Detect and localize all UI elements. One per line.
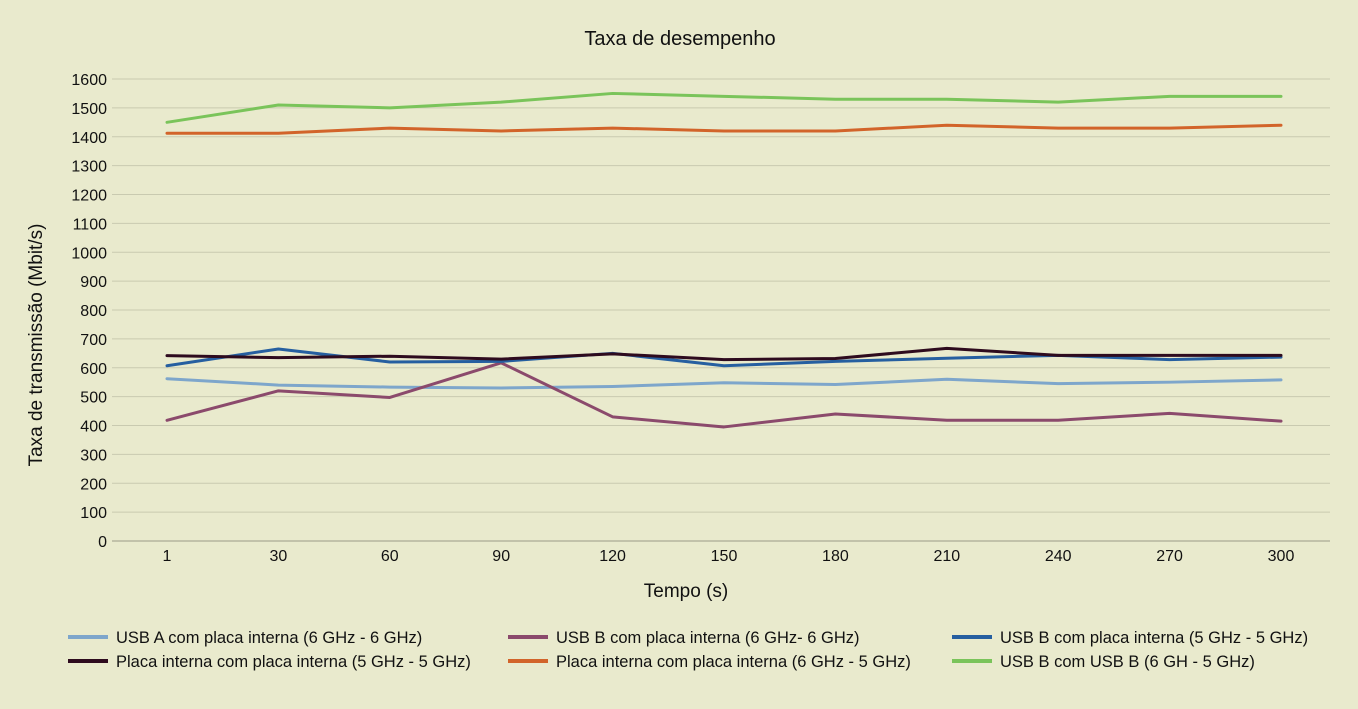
y-tick-label: 1600 xyxy=(71,72,107,89)
series-line-4 xyxy=(165,346,1283,362)
y-tick-label: 400 xyxy=(80,419,107,436)
y-tick-label: 600 xyxy=(80,361,107,378)
x-tick-label: 1 xyxy=(163,548,172,565)
x-axis-ticks: 1 30 60 90 120 150 180 210 240 270 300 xyxy=(163,548,1295,565)
y-tick-label: 900 xyxy=(80,274,107,291)
x-tick-label: 210 xyxy=(933,548,960,565)
y-tick-label: 1300 xyxy=(71,159,107,176)
legend-item: USB A com placa interna (6 GHz - 6 GHz) xyxy=(68,629,422,647)
y-tick-label: 1400 xyxy=(71,130,107,147)
y-tick-label: 1000 xyxy=(71,245,107,262)
legend-label: Placa interna com placa interna (6 GHz -… xyxy=(556,653,911,671)
y-tick-label: 800 xyxy=(80,303,107,320)
legend-label: Placa interna com placa interna (5 GHz -… xyxy=(116,653,471,671)
y-axis-title: Taxa de transmissão (Mbit/s) xyxy=(26,224,47,467)
x-tick-label: 270 xyxy=(1156,548,1183,565)
x-tick-label: 300 xyxy=(1268,548,1295,565)
x-tick-label: 150 xyxy=(711,548,738,565)
chart-title: Taxa de desempenho xyxy=(584,28,775,50)
series-line-6 xyxy=(165,91,1283,124)
y-tick-label: 1500 xyxy=(71,101,107,118)
y-tick-label: 500 xyxy=(80,390,107,407)
x-axis-title: Tempo (s) xyxy=(644,581,728,602)
y-tick-label: 300 xyxy=(80,447,107,464)
series-line-2 xyxy=(165,361,1283,429)
y-tick-label: 1200 xyxy=(71,188,107,205)
x-tick-label: 60 xyxy=(381,548,399,565)
x-tick-label: 120 xyxy=(599,548,626,565)
legend-item: USB B com placa interna (5 GHz - 5 GHz) xyxy=(952,629,1308,647)
legend-label: USB B com placa interna (6 GHz- 6 GHz) xyxy=(556,629,860,647)
y-tick-label: 0 xyxy=(98,534,107,551)
y-tick-label: 100 xyxy=(80,505,107,522)
x-tick-label: 180 xyxy=(822,548,849,565)
gridlines xyxy=(112,78,1330,542)
x-tick-label: 240 xyxy=(1045,548,1072,565)
series-lines xyxy=(165,91,1283,429)
x-tick-label: 90 xyxy=(492,548,510,565)
legend-label: USB B com USB B (6 GH - 5 GHz) xyxy=(1000,653,1255,671)
y-tick-label: 1100 xyxy=(73,216,108,233)
legend-item: USB B com USB B (6 GH - 5 GHz) xyxy=(952,653,1255,671)
legend: USB A com placa interna (6 GHz - 6 GHz) U… xyxy=(68,629,1308,671)
legend-item: Placa interna com placa interna (5 GHz -… xyxy=(68,653,471,671)
legend-item: USB B com placa interna (6 GHz- 6 GHz) xyxy=(508,629,860,647)
series-line-1 xyxy=(165,377,1283,390)
y-tick-label: 200 xyxy=(80,476,107,493)
y-tick-label: 700 xyxy=(80,332,107,349)
series-line-5 xyxy=(165,123,1283,135)
legend-item: Placa interna com placa interna (6 GHz -… xyxy=(508,653,911,671)
legend-label: USB A com placa interna (6 GHz - 6 GHz) xyxy=(116,629,422,647)
y-axis-ticks: 0 100 200 300 400 500 600 700 800 900 1000 1100 1200… xyxy=(71,72,107,551)
x-tick-label: 30 xyxy=(270,548,288,565)
legend-label: USB B com placa interna (5 GHz - 5 GHz) xyxy=(1000,629,1308,647)
